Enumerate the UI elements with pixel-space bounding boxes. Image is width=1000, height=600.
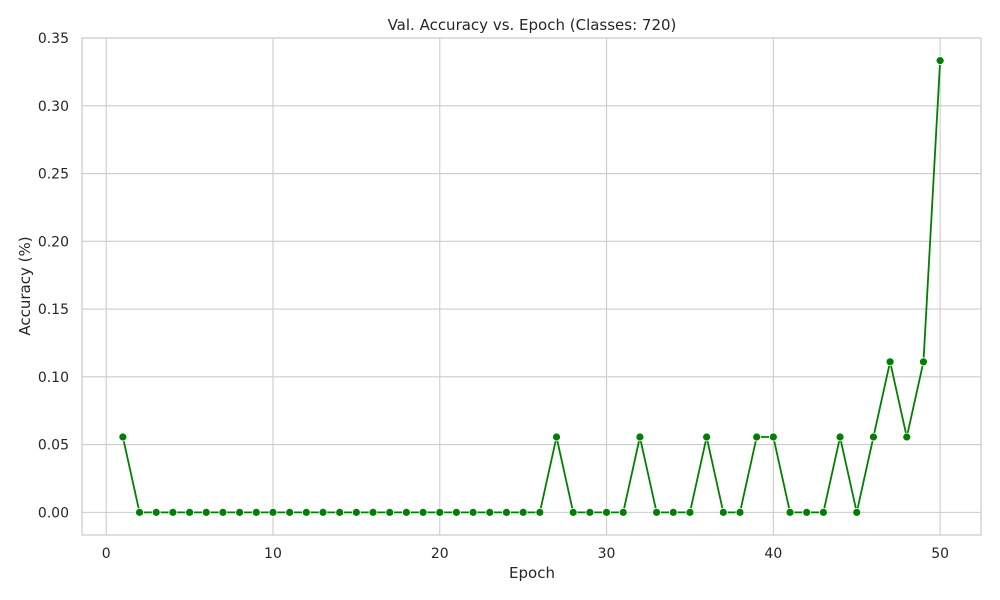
x-axis-ticks: 0 10 20 30 40 50: [102, 546, 949, 562]
data-point: [518, 507, 528, 517]
data-point: [718, 507, 728, 517]
plot-area: [81, 37, 982, 536]
data-point: [502, 507, 511, 517]
data-point: [535, 507, 545, 517]
x-tick-label: 40: [764, 546, 782, 562]
data-point: [385, 507, 395, 517]
y-tick-label: 0.25: [38, 167, 69, 183]
y-tick-label: 0.35: [38, 31, 69, 47]
x-tick-label: 30: [598, 546, 616, 562]
data-point: [935, 56, 945, 66]
y-tick-label: 0.10: [38, 370, 69, 386]
data-point: [468, 507, 478, 517]
chart-title: Val. Accuracy vs. Epoch (Classes: 720): [388, 16, 677, 34]
data-point: [285, 507, 295, 517]
data-point: [618, 507, 628, 517]
data-point: [251, 507, 261, 517]
data-point: [835, 432, 845, 442]
data-point: [668, 507, 678, 517]
data-point: [201, 507, 211, 517]
data-point: [885, 357, 895, 367]
x-axis-title: Epoch: [509, 564, 555, 582]
data-point: [118, 432, 128, 442]
data-point: [351, 507, 361, 517]
data-point: [919, 357, 928, 367]
data-point: [335, 507, 345, 517]
data-point: [852, 507, 862, 517]
y-tick-label: 0.05: [38, 438, 69, 454]
data-point: [235, 507, 245, 517]
data-point: [735, 507, 745, 517]
data-point: [135, 507, 144, 517]
data-point: [685, 507, 695, 517]
x-tick-label: 50: [931, 546, 949, 562]
data-point: [218, 507, 228, 517]
data-point: [268, 507, 278, 517]
y-tick-label: 0.00: [38, 505, 69, 521]
data-point: [752, 432, 762, 442]
data-point: [452, 507, 461, 517]
data-point: [869, 432, 878, 442]
x-tick-label: 10: [264, 546, 282, 562]
data-point: [702, 432, 712, 442]
data-point: [418, 507, 428, 517]
data-point: [402, 507, 411, 517]
data-point: [568, 507, 578, 517]
data-point: [368, 507, 378, 517]
data-point: [818, 507, 828, 517]
data-point: [635, 432, 645, 442]
x-tick-label: 0: [102, 546, 111, 562]
y-tick-label: 0.15: [38, 302, 69, 318]
data-point: [902, 432, 912, 442]
data-point: [652, 507, 661, 517]
data-point: [602, 507, 611, 517]
data-point: [151, 507, 161, 517]
data-point: [318, 507, 328, 517]
data-point: [552, 432, 561, 442]
data-point: [768, 432, 778, 442]
data-point: [802, 507, 812, 517]
data-point: [585, 507, 595, 517]
y-tick-label: 0.20: [38, 234, 69, 250]
data-point: [185, 507, 194, 517]
series: [118, 56, 945, 517]
data-point: [435, 507, 445, 517]
x-tick-label: 20: [431, 546, 449, 562]
y-axis-ticks: 0.00 0.05 0.10 0.15 0.20 0.25 0.30 0.35: [38, 31, 69, 521]
data-point: [485, 507, 495, 517]
y-axis-title: Accuracy (%): [16, 236, 34, 335]
data-point: [301, 507, 311, 517]
data-point: [785, 507, 795, 517]
data-point: [168, 507, 178, 517]
y-tick-label: 0.30: [38, 99, 69, 115]
